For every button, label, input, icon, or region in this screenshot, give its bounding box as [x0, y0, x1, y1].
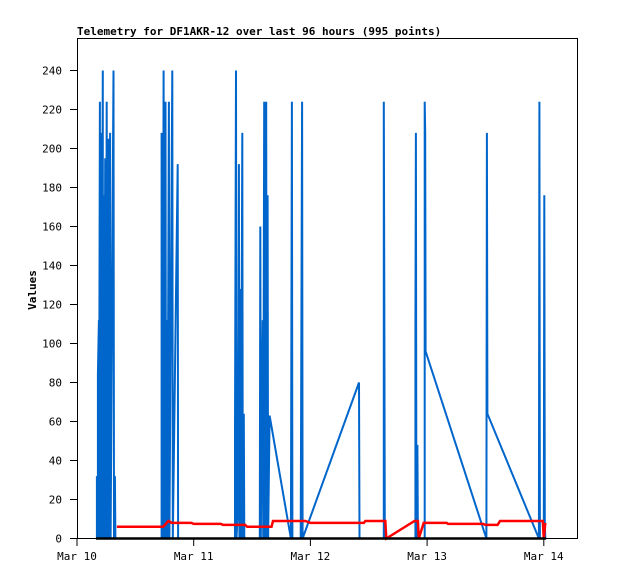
chart-title: Telemetry for DF1AKR-12 over last 96 hou… — [77, 25, 441, 38]
x-tick-label: Mar 11 — [174, 550, 214, 563]
series-blue-line — [95, 70, 547, 540]
x-tick-label: Mar 13 — [407, 550, 447, 563]
y-tick-label: 200 — [42, 143, 62, 156]
y-tick-label: 160 — [42, 221, 62, 234]
y-tick-label: 220 — [42, 104, 62, 117]
y-tick-label: 140 — [42, 260, 62, 273]
x-tick-label: Mar 12 — [291, 550, 331, 563]
x-tick-label: Mar 14 — [524, 550, 564, 563]
plot-frame — [77, 38, 578, 539]
y-tick-label: 60 — [49, 416, 62, 429]
y-tick-label: 240 — [42, 65, 62, 78]
series-red-line — [116, 519, 547, 541]
y-axis-label: Values — [26, 270, 39, 310]
y-tick-label: 80 — [49, 377, 62, 390]
y-tick-label: 20 — [49, 494, 62, 507]
x-tick-label: Mar 10 — [57, 550, 97, 563]
y-tick-label: 120 — [42, 299, 62, 312]
y-tick-label: 0 — [55, 533, 62, 546]
y-tick-label: 180 — [42, 182, 62, 195]
y-tick-label: 100 — [42, 338, 62, 351]
y-tick-label: 40 — [49, 455, 62, 468]
